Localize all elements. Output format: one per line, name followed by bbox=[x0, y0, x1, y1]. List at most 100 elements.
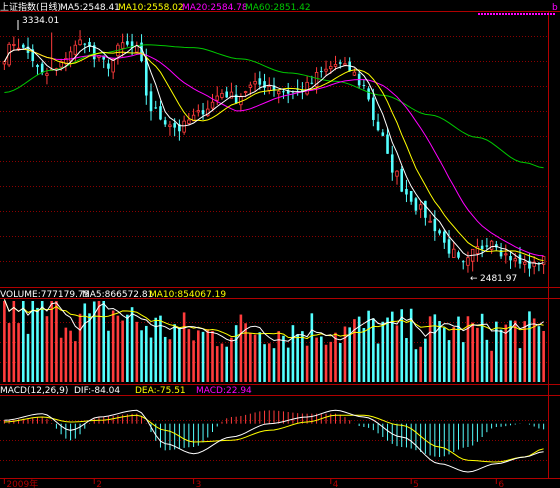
candle-body bbox=[45, 73, 49, 76]
candle-body bbox=[310, 82, 314, 84]
volume-bar bbox=[201, 331, 205, 382]
volume-bar bbox=[69, 330, 72, 382]
candle-body bbox=[376, 121, 380, 131]
volume-bar bbox=[26, 333, 30, 382]
macd-value-label: MACD:22.94 bbox=[196, 386, 252, 396]
volume-bar bbox=[395, 325, 399, 382]
candle-body bbox=[21, 44, 25, 48]
volume-bar bbox=[253, 334, 257, 382]
volume-bar bbox=[111, 310, 115, 382]
candle-body bbox=[144, 58, 148, 96]
volume-bar bbox=[230, 337, 233, 382]
volume-label: VOLUME:777179.75 bbox=[0, 290, 89, 300]
volume-bar bbox=[513, 320, 517, 382]
candle-body bbox=[2, 61, 7, 65]
volume-bar bbox=[197, 330, 200, 382]
month-label: 3 bbox=[196, 480, 202, 488]
volume-bar bbox=[301, 331, 304, 382]
volume-bar bbox=[267, 343, 271, 382]
volume-bar bbox=[419, 346, 422, 382]
price-title: 上证指数(日线) bbox=[0, 1, 61, 13]
candle-body bbox=[16, 47, 21, 50]
ma5-label: MA5:2548.41 bbox=[60, 3, 120, 13]
dea-label: DEA:-75.51 bbox=[135, 386, 186, 396]
candle-body bbox=[418, 204, 423, 210]
ma20-label: MA20:2584.78 bbox=[182, 3, 248, 13]
candle-body bbox=[59, 61, 63, 68]
volume-bar bbox=[215, 346, 219, 382]
volume-bar bbox=[409, 308, 413, 382]
candle-body bbox=[258, 78, 262, 85]
volume-bar bbox=[149, 337, 153, 382]
volume-bar bbox=[206, 329, 210, 382]
dea-line bbox=[4, 414, 544, 463]
volume-bar bbox=[173, 324, 176, 382]
volume-bar bbox=[466, 316, 470, 382]
candle-body bbox=[187, 119, 191, 124]
volume-bar bbox=[542, 330, 545, 382]
volume-bar bbox=[187, 329, 191, 382]
volume-bar bbox=[343, 326, 347, 382]
month-label: 6 bbox=[498, 480, 504, 488]
ma20-line bbox=[3, 48, 544, 257]
volume-bar bbox=[7, 323, 11, 382]
candle-body bbox=[286, 90, 290, 94]
candle-body bbox=[352, 71, 357, 76]
candle-body bbox=[36, 65, 39, 68]
volume-bar bbox=[495, 321, 498, 382]
candle-body bbox=[414, 198, 418, 211]
candle-body bbox=[343, 63, 347, 66]
volume-bar bbox=[362, 328, 366, 382]
candle-body bbox=[126, 41, 129, 45]
volume-bar bbox=[154, 317, 158, 382]
volume-bar bbox=[438, 321, 441, 382]
candle-body bbox=[513, 258, 517, 262]
candle-body bbox=[149, 91, 153, 112]
candle-body bbox=[405, 188, 408, 195]
volume-moving-averages bbox=[3, 299, 544, 342]
candle-body bbox=[324, 68, 328, 72]
chart-grid bbox=[0, 11, 560, 479]
candle-body bbox=[532, 261, 536, 267]
volume-bar bbox=[140, 330, 143, 382]
volume-bar bbox=[36, 307, 39, 382]
volume-bar bbox=[249, 333, 252, 382]
volume-ma5-line bbox=[3, 299, 544, 342]
candle-body bbox=[466, 257, 470, 266]
volume-bar bbox=[40, 301, 44, 382]
candle-body bbox=[229, 91, 234, 99]
candle-body bbox=[92, 45, 96, 60]
candle-body bbox=[243, 91, 248, 94]
volume-bar bbox=[135, 321, 139, 382]
candle-body bbox=[475, 246, 480, 254]
volume-bar bbox=[310, 313, 314, 382]
volume-bar bbox=[320, 336, 323, 382]
candle-body bbox=[461, 261, 465, 263]
candle-body bbox=[386, 134, 389, 154]
low-marker: 2481.97 bbox=[480, 274, 517, 284]
volume-bar bbox=[225, 346, 228, 382]
volume-bar bbox=[442, 327, 446, 382]
volume-bar bbox=[428, 316, 432, 382]
candle-body bbox=[362, 84, 366, 86]
volume-bar bbox=[159, 315, 162, 382]
candle-body bbox=[201, 110, 205, 115]
candle-body bbox=[248, 84, 253, 88]
volume-bar bbox=[329, 341, 333, 382]
candle-body bbox=[196, 110, 201, 113]
month-label: 5 bbox=[413, 480, 419, 488]
volume-bar bbox=[523, 321, 527, 382]
volume-bar bbox=[55, 301, 58, 382]
volume-bar bbox=[499, 329, 503, 382]
candle-body bbox=[102, 55, 106, 60]
candle-body bbox=[111, 58, 115, 73]
volume-bar bbox=[372, 318, 375, 382]
volume-bar bbox=[286, 347, 290, 382]
volume-bar bbox=[102, 301, 106, 382]
volume-bar bbox=[258, 332, 262, 382]
candle-body bbox=[537, 262, 541, 264]
candle-body bbox=[140, 42, 143, 62]
candle-body bbox=[78, 39, 82, 46]
volume-bar bbox=[74, 341, 77, 382]
candle-body bbox=[452, 248, 456, 258]
